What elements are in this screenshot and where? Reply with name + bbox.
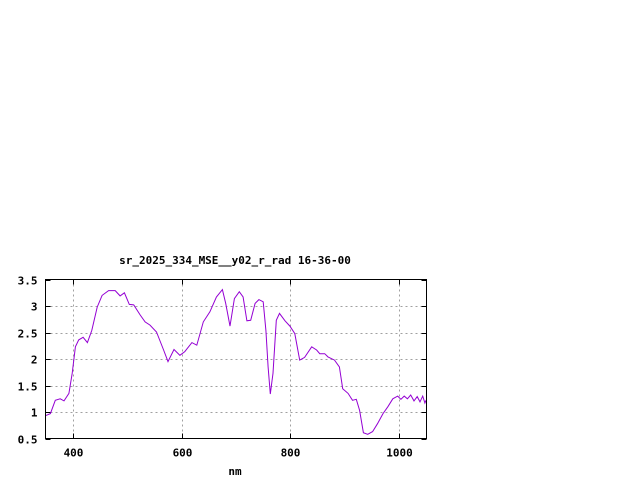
y-tick-label: 0.5	[18, 434, 38, 447]
chart-title: sr_2025_334_MSE__y02_r_rad 16-36-00	[119, 254, 351, 267]
x-tick-label: 600	[173, 447, 193, 460]
grid	[45, 279, 427, 439]
x-axis-label: nm	[228, 465, 242, 478]
y-tick-label: 2	[31, 354, 38, 367]
series-line	[45, 288, 427, 435]
ticks: 400 600 800 1000 0.5 1 1.5 2 2.5 3 3.5	[18, 275, 427, 460]
x-tick-label: 400	[64, 447, 84, 460]
y-tick-label: 3	[31, 301, 38, 314]
x-tick-label: 800	[281, 447, 301, 460]
plot-border	[45, 279, 427, 439]
y-tick-label: 1	[31, 407, 38, 420]
x-tick-label: 1000	[386, 447, 413, 460]
y-tick-label: 1.5	[18, 381, 38, 394]
y-tick-label: 3.5	[18, 275, 38, 288]
y-tick-label: 2.5	[18, 328, 38, 341]
